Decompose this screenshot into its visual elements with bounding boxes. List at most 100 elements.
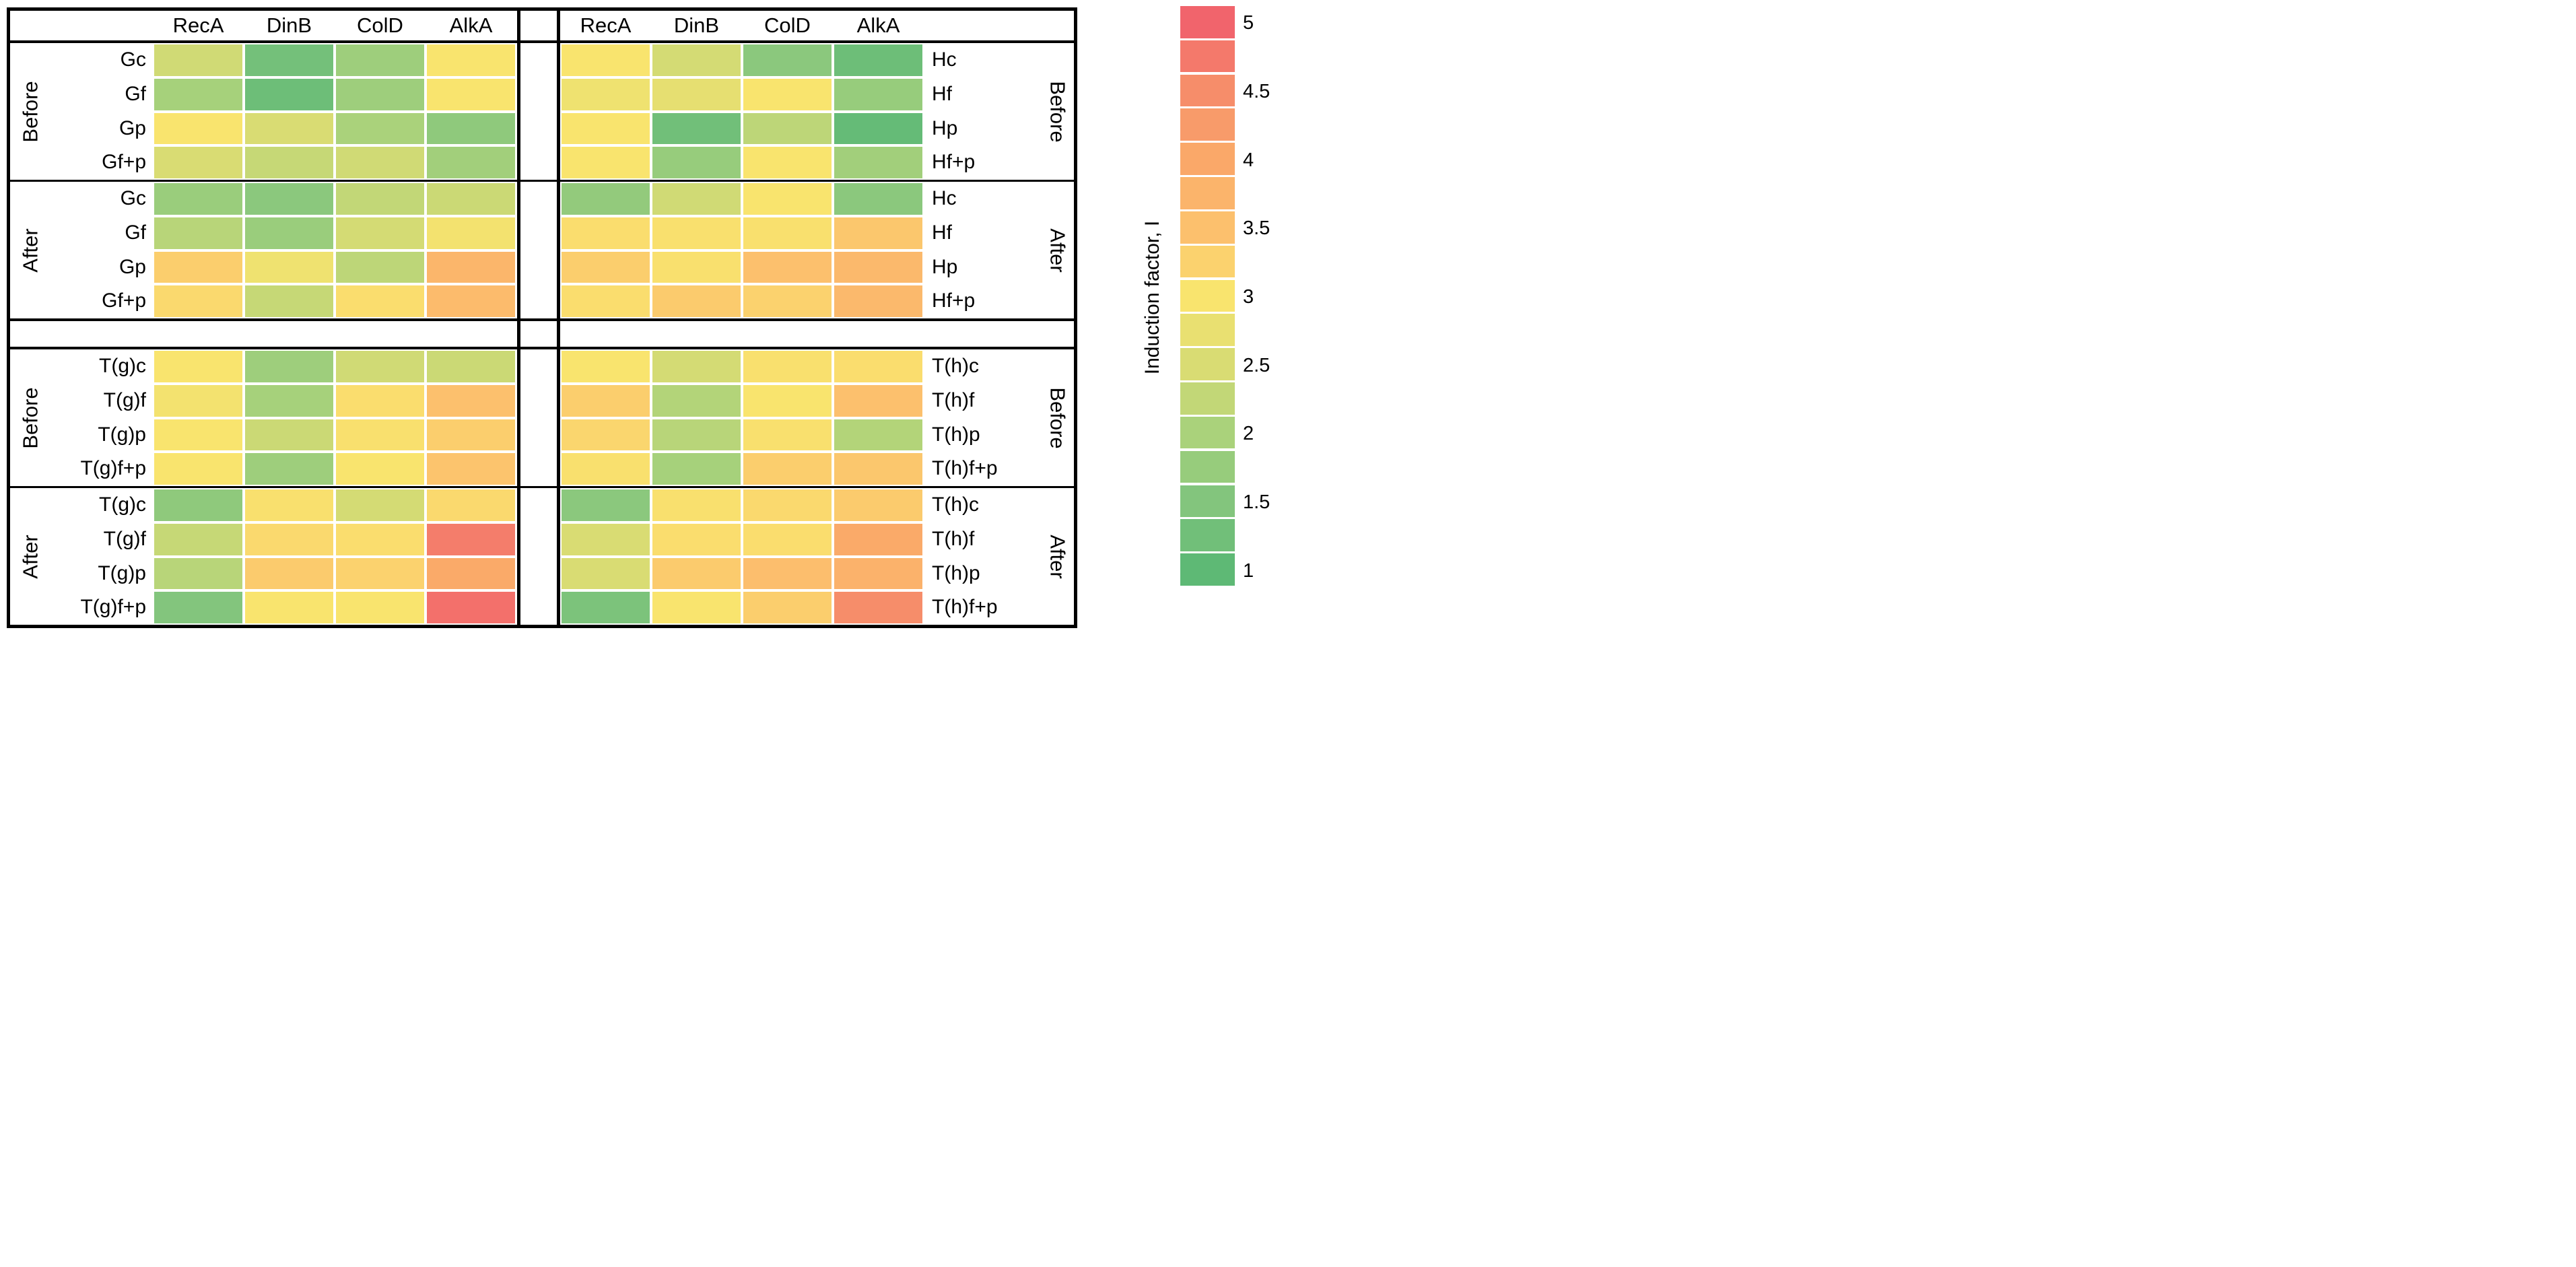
row-label: Gf+p xyxy=(102,289,146,312)
heatmap-cell xyxy=(154,217,242,249)
row-label: T(h)f xyxy=(932,388,975,411)
row-label: Hf+p xyxy=(932,289,976,312)
heatmap-cell xyxy=(562,147,650,178)
heatmap-cell xyxy=(743,557,832,590)
heatmap-cell xyxy=(336,251,424,283)
heatmap-cell xyxy=(562,78,650,110)
colorbar-block xyxy=(1180,382,1235,415)
heatmap-cell xyxy=(154,419,242,451)
heatmap-cell xyxy=(245,251,333,283)
colorbar-tick-label: 4.5 xyxy=(1243,81,1270,103)
heatmap-cell xyxy=(154,557,242,590)
heatmap-cell xyxy=(562,251,650,283)
heatmap-cell xyxy=(427,251,515,283)
table-top-border xyxy=(7,7,1077,11)
heatmap-cell xyxy=(154,489,242,521)
row-label: Gp xyxy=(118,116,146,139)
heatmap-cell xyxy=(652,251,741,283)
heatmap-cell xyxy=(154,251,242,283)
colorbar-block xyxy=(1180,314,1235,347)
column-header: RecA xyxy=(172,13,224,37)
heatmap-cell xyxy=(834,489,922,521)
colorbar-block xyxy=(1180,74,1235,107)
heatmap-cell xyxy=(562,183,650,215)
heatmap-cell xyxy=(743,453,832,485)
row-label: Hc xyxy=(932,187,957,209)
row-label: T(h)f+p xyxy=(932,457,998,480)
colorbar-tick-label: 3.5 xyxy=(1243,217,1270,240)
row-label: Gf+p xyxy=(102,151,146,174)
heatmap-cell xyxy=(336,489,424,521)
heatmap-cell xyxy=(652,419,741,451)
heatmap-cell xyxy=(743,419,832,451)
heatmap-cell xyxy=(245,147,333,178)
colorbar-tick-label: 2.5 xyxy=(1243,354,1270,376)
heatmap-cell xyxy=(154,453,242,485)
heatmap-cell xyxy=(245,183,333,215)
figure-canvas: RecA DinB ColD AlkA Before Gc Gf Gp Gf+p After Gc G… xyxy=(0,0,1288,634)
colorbar-tick-label: 2 xyxy=(1243,423,1254,445)
heatmap-cell xyxy=(834,453,922,485)
colorbar-tick-label: 1 xyxy=(1243,559,1254,582)
heatmap-cell xyxy=(562,557,650,590)
heatmap-cell xyxy=(427,217,515,249)
colorbar-title: Induction factor, I xyxy=(1141,220,1163,375)
heatmap-cell xyxy=(834,592,922,623)
heatmap-cell xyxy=(154,285,242,317)
heatmap-cell xyxy=(743,489,832,521)
section-separator-line xyxy=(7,180,1077,182)
colorbar-block xyxy=(1180,416,1235,449)
heatmap-cell xyxy=(427,592,515,623)
heatmap-cell xyxy=(427,351,515,382)
heatmap-cell xyxy=(834,251,922,283)
heatmap-cell xyxy=(652,147,741,178)
heatmap-cell xyxy=(834,112,922,145)
heatmap-cell xyxy=(743,523,832,555)
heatmap-cell xyxy=(245,384,333,417)
row-label: Gf xyxy=(125,221,146,244)
heatmap-cell xyxy=(562,44,650,76)
heatmap-cell xyxy=(154,592,242,623)
row-label: T(g)p xyxy=(98,423,146,446)
column-header: ColD xyxy=(357,13,403,37)
table-bottom-border xyxy=(7,625,1077,628)
heatmap-cell xyxy=(652,489,741,521)
heatmap-cell xyxy=(154,351,242,382)
row-label: T(h)p xyxy=(932,423,980,446)
heatmap-cell xyxy=(834,351,922,382)
heatmap-cell xyxy=(245,44,333,76)
colorbar-block xyxy=(1180,348,1235,380)
colorbar-tick-label: 1.5 xyxy=(1243,491,1270,513)
heatmap-cell xyxy=(154,78,242,110)
heatmap-cell xyxy=(652,351,741,382)
row-label: Gc xyxy=(120,48,146,71)
heatmap-cell xyxy=(336,112,424,145)
heatmap-cell xyxy=(427,44,515,76)
heatmap-cell xyxy=(743,112,832,145)
heatmap-cell xyxy=(743,183,832,215)
heatmap-cell xyxy=(834,523,922,555)
column-header: ColD xyxy=(764,13,811,37)
heatmap-cell xyxy=(427,419,515,451)
colorbar-tick-label: 5 xyxy=(1243,12,1254,34)
colorbar-block xyxy=(1180,279,1235,312)
heatmap-cell xyxy=(154,44,242,76)
heatmap-cell xyxy=(336,183,424,215)
heatmap-cell xyxy=(652,384,741,417)
heatmap-cell xyxy=(562,453,650,485)
heatmap-cell xyxy=(154,147,242,178)
heatmap-cell xyxy=(154,112,242,145)
heatmap-cell xyxy=(245,285,333,317)
heatmap-cell xyxy=(652,44,741,76)
heatmap-cell xyxy=(245,217,333,249)
heatmap-cell xyxy=(562,384,650,417)
heatmap-cell xyxy=(652,592,741,623)
row-label: T(h)c xyxy=(932,355,979,377)
heatmap-cell xyxy=(743,147,832,178)
column-header: DinB xyxy=(266,13,312,37)
colorbar-block xyxy=(1180,211,1235,244)
heatmap-cell xyxy=(743,351,832,382)
heatmap-cell xyxy=(427,285,515,317)
column-header: RecA xyxy=(580,13,632,37)
heatmap-cell xyxy=(652,217,741,249)
